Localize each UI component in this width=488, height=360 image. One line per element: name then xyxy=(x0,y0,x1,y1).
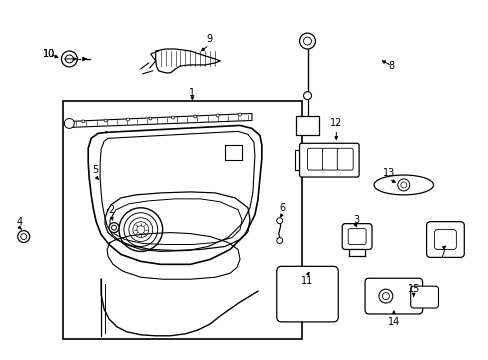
Text: 6: 6 xyxy=(279,203,285,213)
Circle shape xyxy=(378,289,392,303)
Circle shape xyxy=(61,51,77,67)
FancyBboxPatch shape xyxy=(365,278,422,314)
Text: 7: 7 xyxy=(438,249,445,260)
Circle shape xyxy=(276,238,282,243)
Circle shape xyxy=(111,225,116,230)
Bar xyxy=(295,116,319,135)
FancyBboxPatch shape xyxy=(342,224,371,249)
Circle shape xyxy=(303,37,311,45)
Text: 15: 15 xyxy=(407,284,419,294)
Text: 5: 5 xyxy=(92,165,98,175)
FancyBboxPatch shape xyxy=(410,286,438,308)
Circle shape xyxy=(109,223,119,233)
Text: 3: 3 xyxy=(352,215,359,225)
FancyBboxPatch shape xyxy=(322,148,338,170)
Circle shape xyxy=(81,120,84,123)
Text: 13: 13 xyxy=(382,168,394,178)
FancyBboxPatch shape xyxy=(276,266,338,322)
Circle shape xyxy=(299,33,315,49)
Circle shape xyxy=(126,118,129,121)
Circle shape xyxy=(149,117,152,120)
Text: 11: 11 xyxy=(301,276,313,286)
Text: 2: 2 xyxy=(108,205,114,215)
Text: 8: 8 xyxy=(388,61,394,71)
Text: 14: 14 xyxy=(387,317,399,327)
Text: 12: 12 xyxy=(329,118,342,129)
Bar xyxy=(63,100,301,339)
Circle shape xyxy=(216,114,219,117)
FancyBboxPatch shape xyxy=(434,230,455,249)
Circle shape xyxy=(382,293,388,300)
Circle shape xyxy=(397,179,409,191)
Circle shape xyxy=(303,92,311,100)
Circle shape xyxy=(171,116,174,119)
Circle shape xyxy=(64,118,74,129)
FancyBboxPatch shape xyxy=(307,148,323,170)
FancyBboxPatch shape xyxy=(426,222,463,257)
Text: 10: 10 xyxy=(43,49,56,59)
Circle shape xyxy=(276,218,282,224)
Text: 1: 1 xyxy=(189,88,195,98)
Circle shape xyxy=(20,234,27,239)
FancyBboxPatch shape xyxy=(299,143,358,177)
Circle shape xyxy=(18,231,30,243)
Text: 9: 9 xyxy=(206,34,212,44)
Text: 10: 10 xyxy=(43,49,56,59)
FancyBboxPatch shape xyxy=(347,229,366,244)
FancyBboxPatch shape xyxy=(337,148,352,170)
Circle shape xyxy=(400,182,406,188)
Circle shape xyxy=(238,113,241,116)
Ellipse shape xyxy=(373,175,433,195)
Circle shape xyxy=(65,55,73,63)
Circle shape xyxy=(104,119,107,122)
Text: 4: 4 xyxy=(17,217,23,227)
Circle shape xyxy=(193,115,196,118)
